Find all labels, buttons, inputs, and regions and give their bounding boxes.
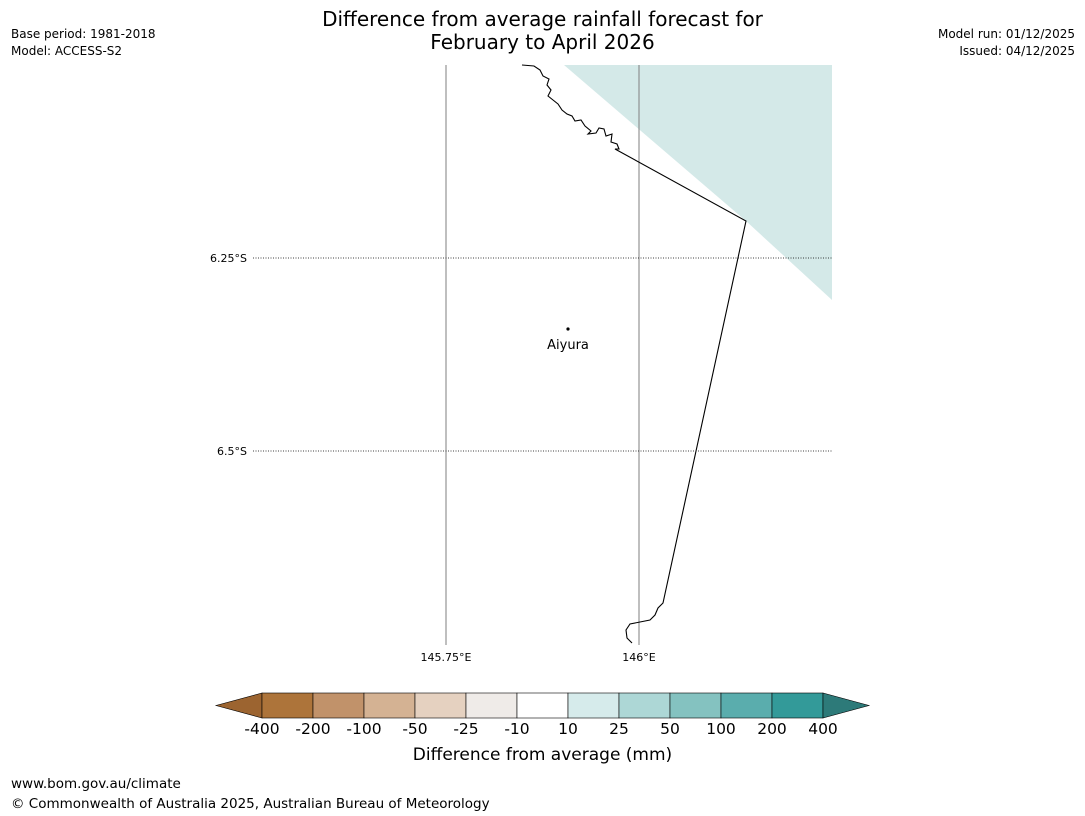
aiyura-marker [566,327,570,331]
title-line-1: Difference from average rainfall forecas… [322,7,763,31]
forecast-shading [564,65,832,300]
map-title: Difference from average rainfall forecas… [0,8,1085,54]
colorbar-tick-label: 10 [558,720,578,738]
footer-copyright: © Commonwealth of Australia 2025, Austra… [11,796,490,812]
colorbar-segment [669,692,722,719]
model-text: Model: ACCESS-S2 [11,44,123,58]
colorbar-tick-label: -10 [504,720,530,738]
colorbar-tick-label: 200 [757,720,787,738]
footer-url: www.bom.gov.au/climate [11,776,181,792]
aiyura-label: Aiyura [547,338,589,353]
colorbar-tick-label: -400 [244,720,280,738]
title-line-2: February to April 2026 [430,30,655,54]
model-run-text: Model run: 01/12/2025 [937,27,1075,41]
colorbar-tick-label: 100 [706,720,736,738]
colorbar-tick-label: -200 [295,720,331,738]
colorbar [214,692,871,719]
colorbar-segment [465,692,518,719]
footer: www.bom.gov.au/climate © Commonwealth of… [11,774,490,814]
lat-label-6-25: 6.25°S [210,252,247,265]
issued-text: Issued: 04/12/2025 [959,44,1075,58]
colorbar-tick-label: 25 [609,720,629,738]
rainfall-map: Aiyura 6.25°S 6.5°S 145.75°E 146°E [210,64,832,664]
colorbar-segment [771,692,824,719]
base-period-text: Base period: 1981-2018 [11,27,156,41]
colorbar-tick-label: -100 [346,720,382,738]
colorbar-segment [261,692,314,719]
colorbar-tick-label: -50 [402,720,428,738]
lon-label-145-75: 145.75°E [421,651,472,664]
colorbar-tick-label: 400 [808,720,838,738]
colorbar-extend-low [214,692,263,719]
colorbar-segment [618,692,671,719]
colorbar-title: Difference from average (mm) [412,745,673,765]
colorbar-segment [516,692,569,719]
colorbar-segment [720,692,773,719]
colorbar-extend-high [822,692,871,719]
lon-label-146: 146°E [622,651,655,664]
colorbar-segment [363,692,416,719]
colorbar-segment [567,692,620,719]
colorbar-segment [312,692,365,719]
colorbar-tick-label: 50 [660,720,680,738]
colorbar-segments [214,692,871,719]
lat-label-6-5: 6.5°S [217,445,247,458]
meta-left: Base period: 1981-2018 Model: ACCESS-S2 [11,26,156,60]
colorbar-tick-label: -25 [453,720,479,738]
meta-right: Model run: 01/12/2025 Issued: 04/12/2025 [938,26,1075,60]
colorbar-segment [414,692,467,719]
coastline [521,64,747,644]
